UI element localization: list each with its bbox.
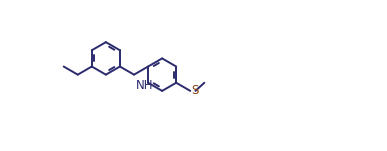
Text: S: S <box>192 84 199 97</box>
Text: NH: NH <box>136 79 153 92</box>
